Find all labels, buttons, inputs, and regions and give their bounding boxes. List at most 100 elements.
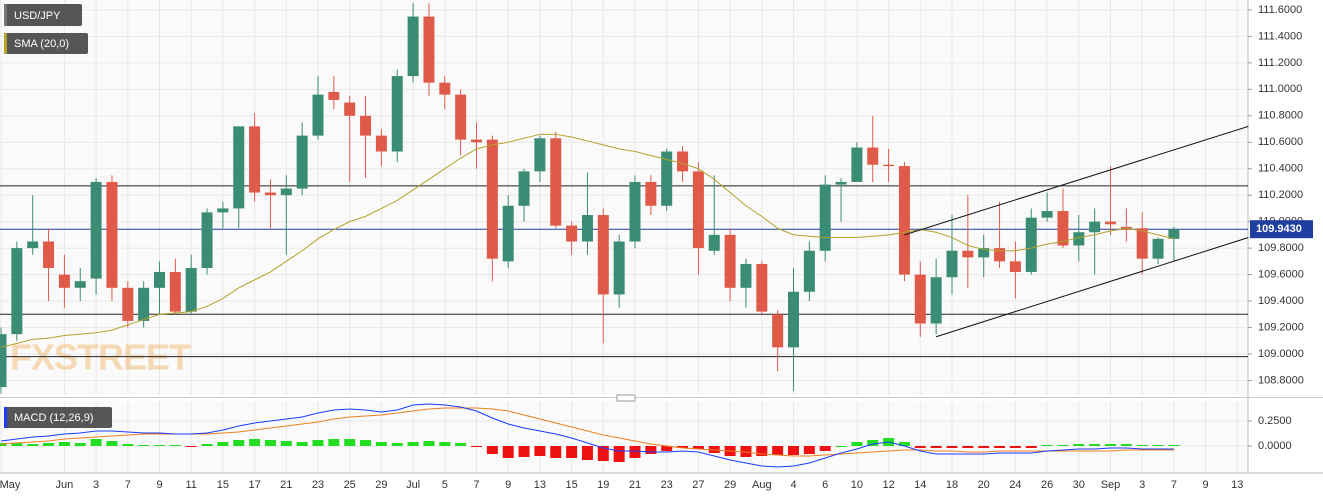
macd-bar bbox=[201, 444, 213, 446]
x-tick-label: 11 bbox=[185, 479, 196, 491]
macd-bar bbox=[375, 442, 387, 446]
macd-bar bbox=[185, 446, 197, 447]
x-tick-label: 7 bbox=[125, 479, 131, 491]
y-tick-label: 111.0000 bbox=[1258, 83, 1302, 95]
candle-body bbox=[898, 166, 910, 275]
candle-body bbox=[27, 241, 39, 249]
candle-body bbox=[883, 164, 895, 167]
candle-body bbox=[661, 151, 673, 206]
candle-body bbox=[1105, 221, 1116, 225]
y-tick-label: 109.0000 bbox=[1258, 348, 1304, 360]
x-tick-label: 21 bbox=[280, 479, 292, 491]
candle-body bbox=[819, 184, 831, 251]
macd-bar bbox=[1136, 445, 1148, 446]
macd-bar bbox=[154, 445, 165, 446]
macd-bar bbox=[360, 440, 372, 446]
legend-label: MACD (12,26,9) bbox=[14, 412, 93, 424]
macd-bar bbox=[962, 446, 974, 448]
candle-body bbox=[1073, 232, 1085, 246]
x-tick-label: Aug bbox=[752, 479, 772, 491]
x-tick-label: 13 bbox=[534, 479, 546, 491]
candle-body bbox=[550, 138, 562, 226]
price-tag bbox=[1250, 220, 1313, 239]
macd-bar bbox=[122, 444, 134, 446]
macd-bar bbox=[264, 440, 276, 446]
macd-bar bbox=[0, 443, 7, 446]
macd-bar bbox=[1105, 444, 1116, 446]
macd-bar bbox=[788, 446, 799, 455]
macd-bar bbox=[1025, 446, 1037, 448]
legend-label: SMA (20,0) bbox=[14, 38, 69, 50]
candle-body bbox=[471, 139, 482, 143]
macd-bar bbox=[1120, 444, 1132, 446]
x-tick-label: Sep bbox=[1101, 479, 1121, 491]
trend-line bbox=[904, 125, 1249, 236]
x-tick-label: 21 bbox=[629, 479, 641, 491]
macd-bar bbox=[138, 445, 150, 446]
y-tick-label: 0.2500 bbox=[1258, 415, 1292, 427]
candle-body bbox=[1168, 229, 1180, 239]
macd-bar bbox=[328, 439, 340, 446]
x-tick-label: 3 bbox=[93, 479, 99, 491]
legend-swatch bbox=[4, 33, 7, 54]
candle-body bbox=[0, 334, 7, 388]
candle-body bbox=[708, 234, 720, 251]
macd-bar bbox=[169, 445, 181, 446]
x-tick-label: 15 bbox=[565, 479, 577, 491]
legend-box[interactable] bbox=[4, 407, 112, 428]
candle-body bbox=[344, 102, 356, 116]
candle-body bbox=[90, 181, 102, 279]
macd-bar bbox=[566, 446, 578, 458]
macd-panel bbox=[0, 401, 1248, 473]
candle-body bbox=[280, 188, 292, 196]
candle-body bbox=[677, 151, 689, 172]
candle-body bbox=[835, 181, 847, 185]
macd-line bbox=[0, 403, 1174, 468]
macd-bar bbox=[423, 441, 435, 446]
macd-bar bbox=[312, 440, 324, 446]
candle-body bbox=[534, 138, 546, 172]
macd-bar bbox=[661, 446, 673, 451]
x-tick-label: 14 bbox=[914, 479, 926, 491]
x-tick-label: 23 bbox=[661, 479, 673, 491]
y-tick-label: 110.2000 bbox=[1258, 189, 1303, 201]
candle-body bbox=[914, 274, 926, 324]
macd-bar bbox=[1089, 444, 1101, 446]
legend-swatch bbox=[4, 407, 7, 428]
macd-bar bbox=[867, 440, 879, 446]
candle-body bbox=[154, 271, 165, 288]
x-tick-label: 5 bbox=[442, 479, 448, 491]
legend-box[interactable] bbox=[4, 33, 88, 54]
macd-bar bbox=[455, 443, 467, 446]
candle-body bbox=[43, 241, 55, 268]
x-tick-label: 29 bbox=[375, 479, 387, 491]
legend-box[interactable] bbox=[4, 4, 82, 26]
candle-body bbox=[1089, 221, 1101, 233]
y-tick-label: 110.6000 bbox=[1258, 136, 1303, 148]
candle-body bbox=[233, 126, 245, 209]
macd-bar bbox=[645, 446, 657, 454]
x-tick-label: 30 bbox=[1073, 479, 1085, 491]
panel-handle[interactable] bbox=[616, 394, 636, 402]
x-tick-label: Jul bbox=[406, 479, 420, 491]
x-tick-label: 4 bbox=[790, 479, 796, 491]
macd-bar bbox=[597, 446, 609, 461]
candle-body bbox=[946, 250, 958, 278]
macd-bar bbox=[518, 446, 530, 457]
macd-bar bbox=[11, 443, 23, 446]
y-tick-label: 109.8000 bbox=[1258, 242, 1304, 254]
candle-body bbox=[740, 263, 752, 288]
candle-body bbox=[11, 248, 23, 335]
macd-bar bbox=[471, 446, 482, 447]
macd-bar bbox=[1073, 444, 1085, 446]
candle-body bbox=[613, 241, 625, 295]
y-tick-label: 109.6000 bbox=[1258, 268, 1304, 280]
candle-body bbox=[1009, 261, 1021, 272]
legend-label: USD/JPY bbox=[14, 10, 61, 22]
macd-bar bbox=[106, 441, 118, 446]
macd-bar bbox=[946, 446, 958, 448]
main-panel bbox=[0, 0, 1248, 395]
candle-body bbox=[423, 16, 435, 83]
candle-body bbox=[692, 171, 704, 249]
macd-bar bbox=[534, 446, 546, 456]
